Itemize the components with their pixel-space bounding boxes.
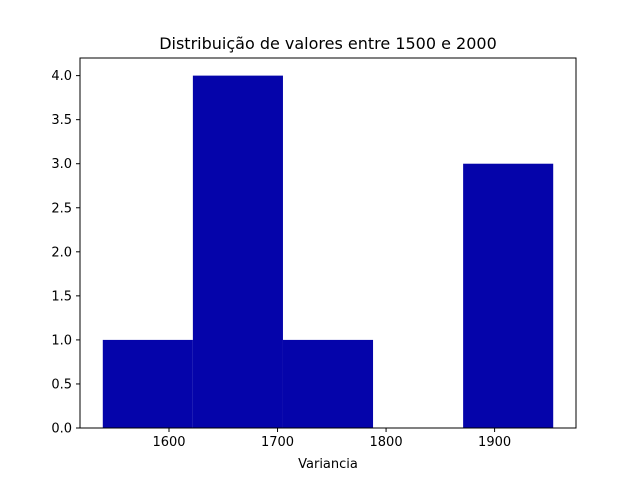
x-tick-label: 1800 [370,435,403,450]
chart-title: Distribuição de valores entre 1500 e 200… [159,34,497,53]
y-axis-ticks: 0.0 0.5 1.0 1.5 2.0 2.5 3.0 3.5 4.0 [51,69,80,437]
x-tick-label: 1700 [261,435,294,450]
histogram-bar-1 [192,75,283,428]
bars-group [102,75,554,428]
plot-frame [79,57,577,429]
y-tick-label: 1.5 [51,289,72,304]
y-tick-label: 1.0 [51,333,72,348]
y-tick-label: 0.0 [51,422,72,437]
x-tick-label: 1600 [152,435,185,450]
x-axis-ticks: 1600 1700 1800 1900 [152,428,511,450]
x-tick-label: 1900 [478,435,511,450]
x-axis-label: Variancia [298,457,358,472]
y-tick-label: 0.5 [51,377,72,392]
y-tick-label: 4.0 [51,69,72,84]
y-tick-label: 2.5 [51,201,72,216]
histogram-bar-0 [102,339,193,428]
y-tick-label: 2.0 [51,245,72,260]
histogram-bar-2 [282,339,374,428]
y-tick-label: 3.0 [51,157,72,172]
y-tick-label: 3.5 [51,113,72,128]
histogram-bar-4 [463,163,554,428]
